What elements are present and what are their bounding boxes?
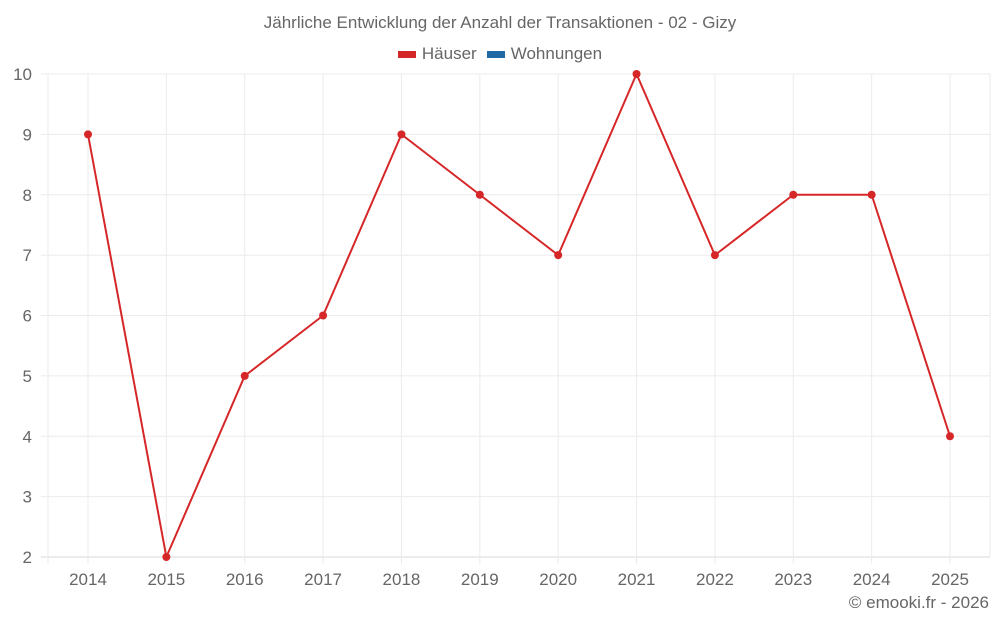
x-tick-label: 2017	[304, 570, 342, 589]
legend-item-wohnungen[interactable]: Wohnungen	[486, 44, 603, 64]
data-point	[789, 190, 798, 199]
copyright-footer: © emooki.fr - 2026	[848, 593, 989, 612]
y-tick-label: 10	[13, 65, 32, 84]
data-point	[84, 130, 92, 139]
data-point	[397, 130, 406, 139]
y-axis: 2 3 4 5 6 7 8 9 10	[13, 65, 32, 567]
legend-label-wohnungen: Wohnungen	[510, 44, 603, 63]
data-point	[475, 190, 484, 199]
legend-label-haeuser: Häuser	[421, 44, 477, 63]
series-haeuser	[84, 70, 954, 561]
series-line	[87, 73, 951, 558]
x-tick-label: 2021	[618, 570, 656, 589]
x-tick-label: 2022	[696, 570, 734, 589]
y-tick-label: 4	[23, 427, 32, 446]
y-tick-label: 3	[23, 488, 32, 507]
y-tick-label: 7	[23, 246, 32, 265]
x-tick-label: 2014	[69, 570, 107, 589]
x-tick-label: 2016	[226, 570, 264, 589]
data-point	[946, 432, 954, 441]
x-tick-label: 2023	[774, 570, 812, 589]
y-tick-label: 5	[23, 367, 32, 386]
data-point	[554, 251, 563, 260]
data-point	[162, 553, 171, 561]
x-tick-label: 2018	[383, 570, 421, 589]
y-tick-label: 8	[23, 186, 32, 205]
y-tick-label: 6	[23, 307, 32, 326]
y-tick-label: 2	[23, 548, 32, 567]
x-tick-label: 2024	[853, 570, 891, 589]
legend-item-haeuser[interactable]: Häuser	[397, 44, 477, 64]
x-axis: 2014 2015 2016 2017 2018 2019 2020 2021 2022 2023…	[69, 570, 969, 589]
data-point	[240, 371, 249, 380]
data-point	[710, 251, 719, 260]
legend-swatch-wohnungen	[486, 50, 505, 58]
data-point	[319, 311, 328, 320]
data-point	[867, 190, 876, 199]
legend: Häuser Wohnungen	[0, 44, 1000, 64]
x-tick-label: 2020	[539, 570, 577, 589]
chart-title: Jährliche Entwicklung der Anzahl der Tra…	[263, 13, 737, 32]
x-tick-label: 2019	[461, 570, 499, 589]
x-tick-label: 2025	[931, 570, 969, 589]
gridlines	[41, 73, 991, 564]
data-point	[632, 70, 641, 78]
legend-swatch-haeuser	[397, 50, 416, 58]
x-tick-label: 2015	[147, 570, 185, 589]
y-tick-label: 9	[23, 125, 32, 144]
